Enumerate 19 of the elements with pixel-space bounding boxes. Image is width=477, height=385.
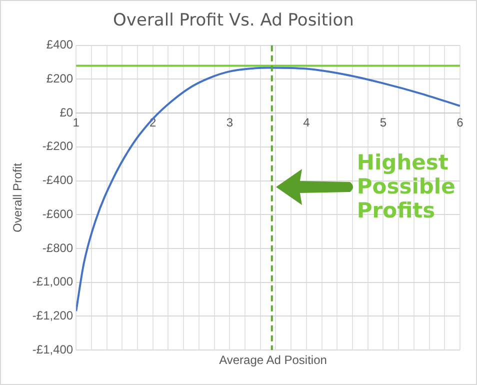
x-tick-label: 4 [303, 116, 310, 130]
y-tick-label: -£600 [42, 206, 74, 221]
x-axis-title: Average Ad Position [218, 353, 328, 367]
y-tick-label: -£400 [42, 173, 74, 188]
x-tick-label: 3 [226, 116, 234, 130]
y-tick-label: £200 [46, 72, 74, 86]
y-axis-title: Overall Profit [10, 162, 25, 232]
ref-line-label: Highest Possible Profits [356, 150, 456, 222]
x-tick-label: 1 [72, 116, 80, 130]
y-tick-label: -£1,200 [32, 308, 74, 322]
chart-title: Overall Profit Vs. Ad Position [113, 10, 354, 31]
y-tick-label: -£1,000 [32, 274, 74, 289]
y-tick-label: -£800 [42, 240, 74, 255]
y-tick-label: £400 [46, 38, 74, 52]
x-tick-label: 5 [380, 116, 387, 130]
y-tick-label: £0 [60, 105, 74, 120]
y-tick-label: -£1,400 [32, 342, 74, 356]
y-tick-label: -£200 [42, 139, 74, 154]
x-tick-label: 6 [456, 116, 464, 130]
